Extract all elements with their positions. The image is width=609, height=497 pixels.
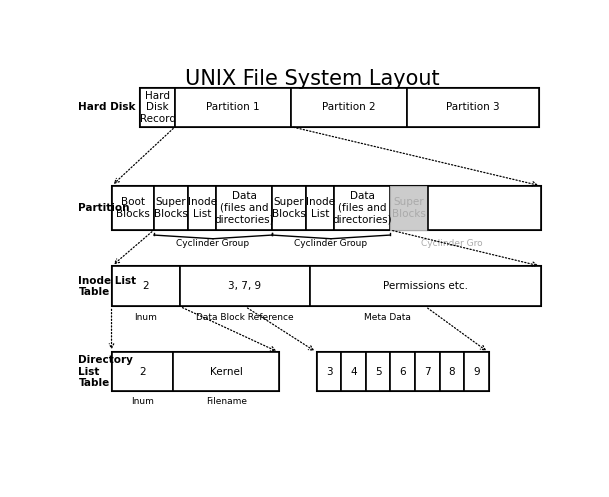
Bar (310, 266, 541, 307)
Text: Inode
List: Inode List (188, 197, 217, 219)
Text: Permissions etc.: Permissions etc. (383, 281, 468, 291)
Bar (175, 88, 291, 127)
Text: 8: 8 (448, 366, 455, 377)
Bar (188, 186, 216, 230)
Bar (111, 186, 541, 230)
Text: Inode
List: Inode List (306, 197, 334, 219)
Bar (366, 352, 390, 391)
Bar (390, 352, 415, 391)
Bar (334, 186, 390, 230)
Bar (407, 88, 538, 127)
Text: 2: 2 (139, 366, 146, 377)
Bar (440, 352, 464, 391)
Text: Data Block Reference: Data Block Reference (196, 313, 294, 322)
Bar (111, 266, 180, 307)
Text: 4: 4 (350, 366, 357, 377)
Text: 3: 3 (326, 366, 333, 377)
Bar (140, 88, 538, 127)
Text: Partition 2: Partition 2 (322, 102, 376, 112)
Bar (464, 352, 488, 391)
Text: 9: 9 (473, 366, 480, 377)
Bar (154, 186, 188, 230)
Text: 6: 6 (400, 366, 406, 377)
Bar (415, 352, 440, 391)
Text: Kernel: Kernel (209, 366, 242, 377)
Bar (342, 352, 366, 391)
Text: Cyclinder Group: Cyclinder Group (294, 239, 368, 248)
Text: 5: 5 (375, 366, 381, 377)
Text: Directory
List
Table: Directory List Table (79, 355, 133, 388)
Text: Inum: Inum (131, 397, 153, 406)
Text: Super
Blocks: Super Blocks (392, 197, 426, 219)
Bar (291, 88, 407, 127)
Text: Boot
Blocks: Boot Blocks (116, 197, 150, 219)
Text: Super
Blocks: Super Blocks (154, 197, 188, 219)
Text: 7: 7 (424, 366, 431, 377)
Bar (428, 186, 541, 230)
Bar (306, 186, 334, 230)
Text: Hard Disk: Hard Disk (79, 102, 136, 112)
Bar (317, 352, 488, 391)
Text: Data
(files and
directories): Data (files and directories) (333, 191, 392, 225)
Bar (111, 352, 279, 391)
Text: Partition: Partition (79, 203, 130, 213)
Text: 2: 2 (143, 281, 149, 291)
Bar (111, 186, 154, 230)
Bar (390, 186, 428, 230)
Text: Data
(files and
directories): Data (files and directories) (214, 191, 274, 225)
Text: Partition 3: Partition 3 (446, 102, 499, 112)
Bar (216, 186, 272, 230)
Bar (173, 352, 279, 391)
Text: Hard
Disk
Record: Hard Disk Record (139, 91, 175, 124)
Text: Super
Blocks: Super Blocks (272, 197, 306, 219)
Bar (317, 352, 342, 391)
Bar (180, 266, 310, 307)
Text: Inum: Inum (135, 313, 157, 322)
Text: Inode List
Table: Inode List Table (79, 275, 136, 297)
Text: Partition 1: Partition 1 (206, 102, 260, 112)
Text: 3, 7, 9: 3, 7, 9 (228, 281, 261, 291)
Bar (272, 186, 306, 230)
Text: UNIX File System Layout: UNIX File System Layout (185, 69, 440, 89)
Bar (111, 352, 173, 391)
Text: Meta Data: Meta Data (364, 313, 411, 322)
Text: Cyclinder Gro: Cyclinder Gro (421, 239, 482, 248)
Text: Cyclinder Group: Cyclinder Group (177, 239, 250, 248)
Text: Filename: Filename (206, 397, 247, 406)
Bar (111, 266, 541, 307)
Bar (140, 88, 175, 127)
